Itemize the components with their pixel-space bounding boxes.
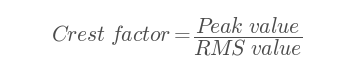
Text: $\mathit{Crest\ factor} = \dfrac{\mathit{Peak\ value}}{\mathit{RMS\ value}}$: $\mathit{Crest\ factor} = \dfrac{\mathit… xyxy=(51,14,303,58)
